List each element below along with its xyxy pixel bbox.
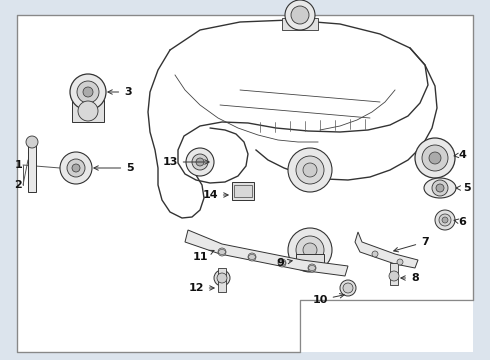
Circle shape [248, 253, 256, 261]
Circle shape [288, 148, 332, 192]
Text: 13: 13 [162, 157, 209, 167]
Circle shape [296, 236, 324, 264]
Text: 4: 4 [454, 150, 466, 160]
Bar [234, 185, 252, 197]
Polygon shape [17, 15, 473, 352]
Text: 5: 5 [456, 183, 471, 193]
Circle shape [303, 163, 317, 177]
Text: 11: 11 [192, 250, 214, 262]
Circle shape [372, 251, 378, 257]
Polygon shape [355, 232, 418, 268]
Circle shape [83, 87, 93, 97]
Bar [390, 263, 398, 285]
Text: 7: 7 [394, 237, 429, 252]
Circle shape [435, 210, 455, 230]
Text: 2: 2 [14, 180, 22, 190]
Text: 14: 14 [202, 190, 228, 200]
Circle shape [26, 136, 38, 148]
Bar [218, 268, 226, 292]
Bar [232, 182, 254, 200]
Text: 3: 3 [108, 87, 132, 97]
Circle shape [288, 228, 332, 272]
Polygon shape [185, 230, 348, 276]
Bar [296, 254, 324, 268]
Text: 1: 1 [14, 160, 22, 170]
Circle shape [415, 138, 455, 178]
Text: 10: 10 [312, 293, 344, 305]
Circle shape [291, 6, 309, 24]
Circle shape [303, 243, 317, 257]
Ellipse shape [424, 178, 456, 198]
Circle shape [217, 273, 227, 283]
Bar [28, 140, 36, 192]
Bar [72, 100, 104, 122]
Circle shape [192, 154, 208, 170]
Circle shape [389, 271, 399, 281]
Circle shape [439, 214, 451, 226]
Circle shape [432, 180, 448, 196]
Polygon shape [300, 300, 473, 352]
Circle shape [422, 145, 448, 171]
Circle shape [70, 74, 106, 110]
Circle shape [436, 184, 444, 192]
Circle shape [77, 81, 99, 103]
Circle shape [308, 264, 316, 272]
Circle shape [429, 152, 441, 164]
Circle shape [442, 217, 448, 223]
Text: 5: 5 [94, 163, 134, 173]
Circle shape [278, 259, 286, 267]
Circle shape [60, 152, 92, 184]
Circle shape [397, 259, 403, 265]
Text: 6: 6 [454, 217, 466, 227]
Circle shape [196, 158, 204, 166]
Circle shape [214, 270, 230, 286]
Text: 9: 9 [276, 258, 292, 268]
Circle shape [296, 156, 324, 184]
Circle shape [218, 248, 226, 256]
Text: 12: 12 [188, 283, 214, 293]
Circle shape [343, 283, 353, 293]
Text: 8: 8 [401, 273, 419, 283]
Circle shape [72, 164, 80, 172]
Circle shape [67, 159, 85, 177]
Circle shape [78, 101, 98, 121]
Circle shape [285, 0, 315, 30]
Circle shape [340, 280, 356, 296]
Circle shape [186, 148, 214, 176]
Bar [282, 18, 318, 30]
